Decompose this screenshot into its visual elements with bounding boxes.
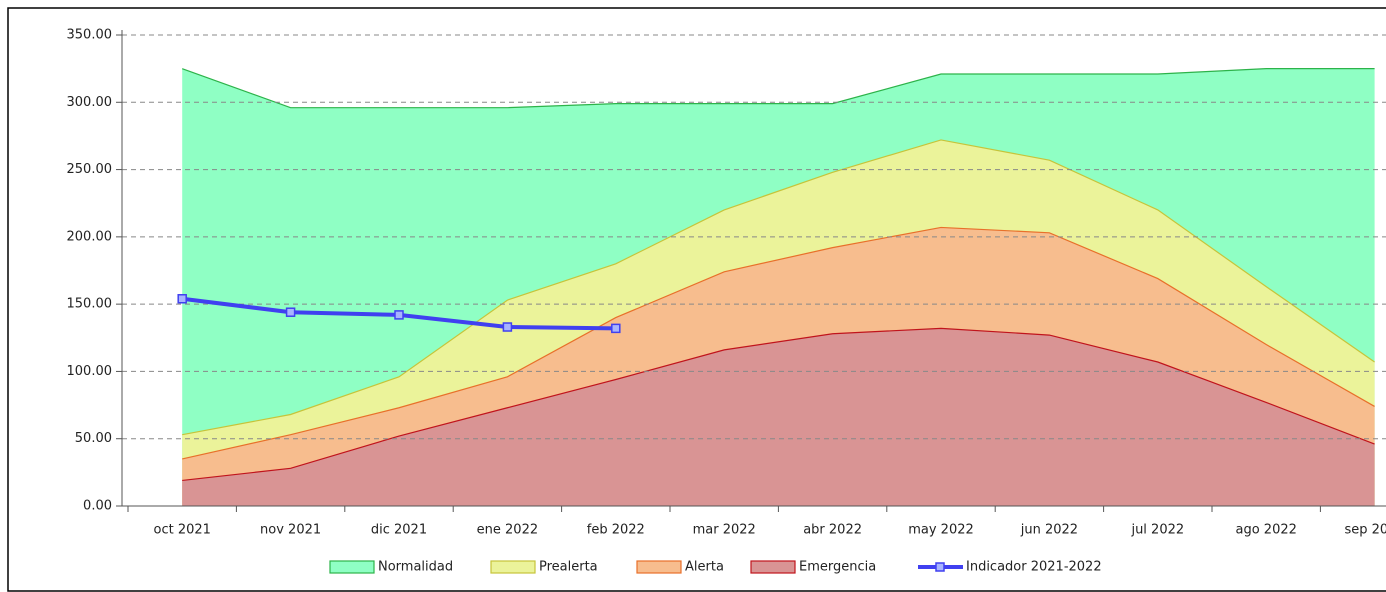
y-tick-label: 100.00 <box>67 364 113 379</box>
x-tick-label: dic 2021 <box>371 523 427 538</box>
legend-label: Prealerta <box>539 560 598 575</box>
legend-label: Indicador 2021-2022 <box>966 560 1102 575</box>
x-tick-label: jun 2022 <box>1020 523 1078 538</box>
point <box>611 323 621 334</box>
point <box>177 294 187 304</box>
y-tick-label: 300.00 <box>67 95 113 110</box>
x-tick-label: jul 2022 <box>1130 523 1184 538</box>
legend-swatch <box>490 560 536 574</box>
legend-label: Normalidad <box>378 560 453 575</box>
y-tick-label: 200.00 <box>67 229 113 244</box>
x-tick-label: ene 2022 <box>477 523 538 538</box>
point <box>394 310 404 320</box>
area-edge <box>182 139 1375 436</box>
point <box>502 322 513 332</box>
legend-label: Alerta <box>685 560 724 575</box>
legend-label: Emergencia <box>799 560 876 575</box>
x-tick-label: abr 2022 <box>803 523 862 538</box>
legend-swatch <box>329 560 375 574</box>
y-tick-label: 50.00 <box>75 431 112 446</box>
area-edge <box>181 68 1375 109</box>
y-tick-label: 0.00 <box>83 499 112 514</box>
x-tick-label: ago 2022 <box>1236 523 1297 538</box>
y-tick-label: 150.00 <box>67 297 113 312</box>
x-tick-label: nov 2021 <box>260 523 321 538</box>
x-tick-label: mar 2022 <box>693 523 756 538</box>
y-tick-label: 250.00 <box>67 162 113 177</box>
area-edge <box>182 226 1375 460</box>
legend-swatch <box>750 560 796 574</box>
x-tick-label: may 2022 <box>908 523 974 538</box>
area-edge <box>182 327 1375 482</box>
x-tick-label: feb 2022 <box>587 523 645 538</box>
x-tick-label: sep 2022 <box>1344 523 1386 538</box>
area <box>182 328 1375 506</box>
x-tick-label: oct 2021 <box>153 523 210 538</box>
legend-swatch <box>935 562 945 572</box>
y-tick-label: 350.00 <box>67 28 113 43</box>
legend-swatch <box>636 560 682 574</box>
point <box>285 307 296 317</box>
